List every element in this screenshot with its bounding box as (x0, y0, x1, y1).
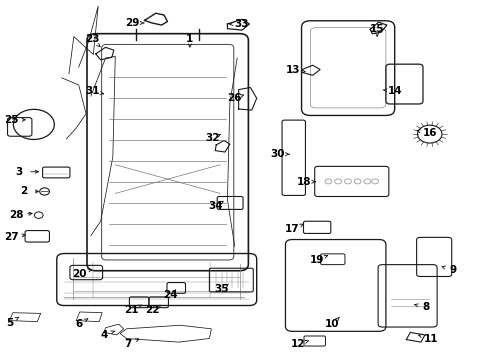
Text: 31: 31 (85, 86, 100, 96)
Text: 32: 32 (205, 133, 220, 143)
Text: 30: 30 (270, 149, 285, 159)
Text: 4: 4 (101, 330, 108, 340)
Text: 10: 10 (325, 319, 339, 329)
Text: 16: 16 (422, 128, 436, 138)
Text: 8: 8 (422, 302, 428, 312)
Text: 35: 35 (213, 284, 228, 294)
Text: 28: 28 (9, 210, 23, 220)
Text: 27: 27 (4, 232, 19, 242)
Text: 19: 19 (309, 255, 323, 265)
Text: 13: 13 (285, 64, 300, 75)
Text: 23: 23 (85, 35, 100, 44)
Text: 29: 29 (125, 18, 139, 28)
Text: 20: 20 (72, 269, 87, 279)
Text: 33: 33 (234, 19, 249, 29)
Text: 14: 14 (386, 86, 401, 96)
Text: 11: 11 (423, 333, 437, 343)
Text: 34: 34 (207, 201, 222, 211)
Text: 15: 15 (369, 24, 384, 34)
Text: 26: 26 (227, 93, 242, 103)
Text: 6: 6 (75, 319, 82, 329)
Text: 5: 5 (6, 318, 13, 328)
Text: 7: 7 (123, 339, 131, 349)
Text: 9: 9 (448, 265, 456, 275)
Text: 1: 1 (186, 34, 193, 44)
Text: 3: 3 (16, 167, 23, 177)
Text: 17: 17 (285, 225, 299, 234)
Text: 22: 22 (145, 305, 160, 315)
Text: 18: 18 (296, 177, 310, 187)
Text: 12: 12 (290, 339, 305, 349)
Text: 2: 2 (20, 186, 28, 197)
Text: 24: 24 (163, 291, 177, 301)
Text: 21: 21 (124, 305, 138, 315)
Text: 25: 25 (4, 115, 19, 125)
